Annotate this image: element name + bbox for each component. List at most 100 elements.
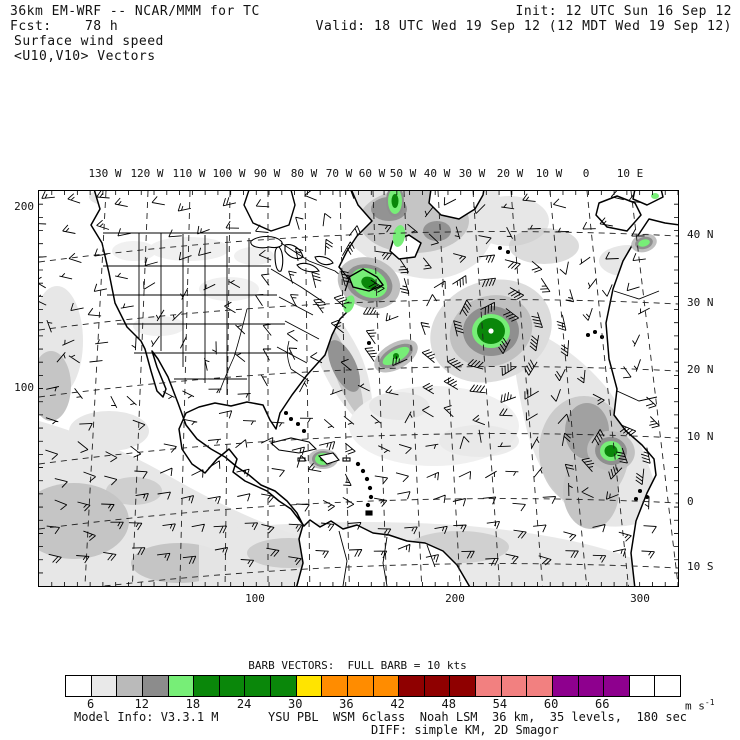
lon-label: 90 W (253, 167, 281, 180)
islands-layer (269, 245, 650, 516)
lon-label: 0 (582, 167, 590, 180)
colorbar-cell (116, 676, 142, 696)
lon-label: 40 W (423, 167, 451, 180)
physics-options: YSU PBL WSM 6class Noah LSM 36 km, 35 le… (268, 710, 688, 724)
latlon-grid-layer (39, 191, 678, 586)
canary-islands (585, 329, 605, 340)
colorbar-tick-labels: 6 12 18 24 30 36 42 48 54 60 66 (65, 697, 679, 711)
colorbar-tick: 60 (543, 697, 559, 711)
model-title: 36km EM-WRF -- NCAR/MMM for TC (10, 4, 260, 19)
europe-coast (632, 191, 664, 206)
colorbar-cell (500, 676, 527, 696)
lat-label: 0 (687, 495, 694, 508)
colorbar-tick: 12 (134, 697, 149, 711)
colorbar-cell (167, 676, 194, 696)
colorbar-cell (449, 676, 475, 696)
hudson-bay-coast (243, 191, 296, 232)
cuba (269, 437, 318, 454)
colorbar-cell (475, 676, 501, 696)
grid-y-label: 200 (14, 200, 34, 213)
valid-time: Valid: 18 UTC Wed 19 Sep 12 (12 MDT Wed … (315, 19, 732, 34)
lon-label: 70 W (325, 167, 353, 180)
colorbar-tick: 6 (86, 697, 95, 711)
colorbar-tick: 18 (185, 697, 201, 711)
parallel-line (100, 563, 678, 586)
wind-speed-colorbar (65, 675, 681, 697)
storm-small-atlantic (374, 339, 418, 373)
map-frame (38, 190, 679, 587)
wind-barb-layer (39, 191, 660, 568)
grid-x-label: 200 (445, 592, 465, 605)
colorbar-tick: 30 (288, 697, 303, 711)
great-lakes (250, 235, 334, 273)
lon-label: 30 W (458, 167, 486, 180)
wind-strip-labrador-1 (386, 191, 404, 217)
colorbar-cell (295, 676, 322, 696)
lat-label: 40 N (687, 228, 714, 241)
colorbar-cell (346, 676, 373, 696)
hispaniola (317, 452, 340, 465)
colorbar-tick: 36 (339, 697, 354, 711)
colorbar-cell (193, 676, 219, 696)
greenland-coast (428, 191, 485, 220)
storm-nova-scotia (337, 257, 401, 309)
colorbar-cell (603, 676, 629, 696)
colorbar-tick: 24 (236, 697, 252, 711)
lon-label: 10 E (616, 167, 644, 180)
lat-label: 30 N (687, 296, 714, 309)
barb-legend-title: BARB VECTORS: FULL BARB = 10 kts (248, 659, 467, 672)
parallel-line (39, 366, 678, 398)
lon-label: 130 W (88, 167, 122, 180)
colorbar-cell (577, 676, 604, 696)
meridian-line (586, 191, 629, 586)
init-time: Init: 12 UTC Sun 16 Sep 12 (515, 4, 732, 19)
iberia-coast (595, 195, 642, 232)
grid-x-label: 100 (245, 592, 265, 605)
colorbar-cell (526, 676, 552, 696)
lon-label: 20 W (496, 167, 524, 180)
colorbar-cell (628, 676, 655, 696)
wind-spot-corner (651, 193, 659, 199)
colorbar-units: m s-1 (685, 698, 715, 713)
colorbar-cell (270, 676, 296, 696)
vector-label: <U10,V10> Vectors (14, 49, 156, 64)
colorbar-cell (551, 676, 578, 696)
grid-y-label: 100 (14, 381, 34, 394)
lat-label: 20 N (687, 363, 714, 376)
lon-label: 50 W (389, 167, 417, 180)
lon-label: 80 W (290, 167, 318, 180)
wind-strip-labrador-2 (392, 225, 406, 247)
bahamas (283, 410, 307, 434)
parallel-line (39, 498, 678, 530)
meridian-line (549, 191, 588, 586)
colorbar-tick: 48 (441, 697, 456, 711)
lesser-antilles (355, 461, 374, 516)
colorbar-cell (66, 676, 91, 696)
colorbar-cell (244, 676, 270, 696)
colorbar-cell (90, 676, 117, 696)
diffusion-options: DIFF: simple KM, 2D Smagor (371, 723, 559, 737)
colorbar-tick: 42 (390, 697, 405, 711)
forecast-hour: Fcst: 78 h (10, 19, 119, 34)
lat-label: 10 N (687, 430, 714, 443)
colorbar-cell (423, 676, 450, 696)
parallel-line (39, 231, 678, 263)
lon-label: 60 W (358, 167, 386, 180)
parallel-line (39, 299, 678, 331)
colorbar-cell (141, 676, 168, 696)
frame-ticks (39, 191, 678, 586)
grid-x-label: 300 (630, 592, 650, 605)
azores (497, 245, 511, 255)
meridian-line (510, 191, 544, 586)
model-info: Model Info: V3.3.1 M (74, 710, 219, 724)
colorbar-cell (398, 676, 424, 696)
lon-label: 110 W (172, 167, 206, 180)
colorbar-tick: 66 (595, 697, 610, 711)
meridian-line (630, 191, 678, 586)
lon-label: 100 W (212, 167, 246, 180)
bermuda (366, 340, 372, 346)
nova-scotia-outline (348, 268, 385, 292)
parallel-line (39, 433, 678, 465)
weather-map (39, 191, 678, 586)
